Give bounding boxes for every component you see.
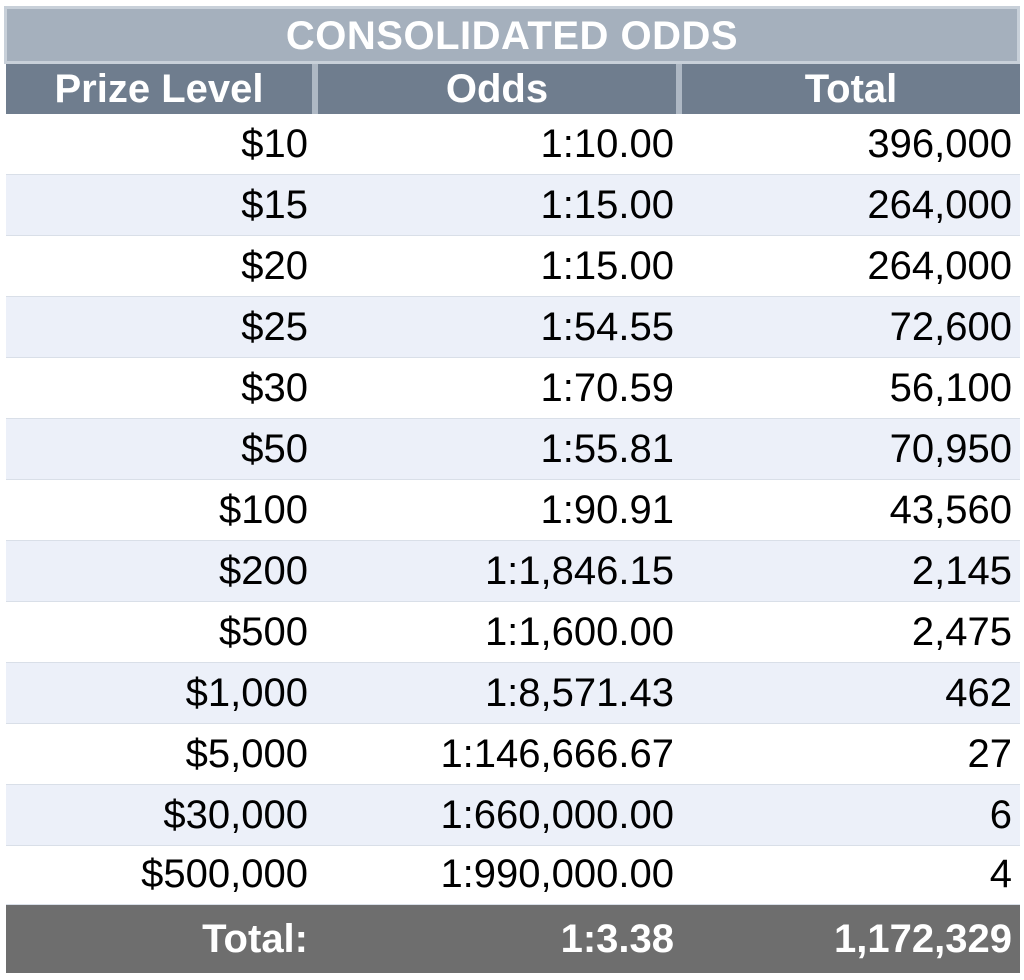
odds-cell: 1:1,846.15 xyxy=(484,549,674,593)
total-cell: 70,950 xyxy=(889,427,1012,471)
table-row: $20 1:15.00 264,000 xyxy=(6,236,1020,297)
total-cell: 43,560 xyxy=(889,488,1012,532)
total-cell: 2,145 xyxy=(911,549,1012,593)
header-divider xyxy=(676,64,682,114)
total-count: 1,172,329 xyxy=(834,917,1012,961)
total-cell: 264,000 xyxy=(867,244,1012,288)
odds-cell: 1:54.55 xyxy=(540,305,674,349)
prize-level-cell: $25 xyxy=(241,305,308,349)
odds-cell: 1:10.00 xyxy=(540,122,674,166)
total-odds: 1:3.38 xyxy=(560,917,674,961)
table-row: $100 1:90.91 43,560 xyxy=(6,480,1020,541)
odds-cell: 1:15.00 xyxy=(540,183,674,227)
table-title: CONSOLIDATED ODDS xyxy=(4,6,1020,64)
table-row: $500,000 1:990,000.00 4 xyxy=(6,844,1020,905)
header-total: Total xyxy=(682,64,1020,114)
table-row: $25 1:54.55 72,600 xyxy=(6,297,1020,358)
table-row: $10 1:10.00 396,000 xyxy=(6,114,1020,175)
total-cell: 4 xyxy=(989,852,1012,896)
prize-level-cell: $200 xyxy=(219,549,308,593)
prize-level-cell: $20 xyxy=(241,244,308,288)
odds-cell: 1:990,000.00 xyxy=(440,852,674,896)
prize-level-cell: $50 xyxy=(241,427,308,471)
prize-level-cell: $500,000 xyxy=(141,852,308,896)
table-row: $5,000 1:146,666.67 27 xyxy=(6,724,1020,785)
prize-level-cell: $100 xyxy=(219,488,308,532)
header-odds: Odds xyxy=(318,64,676,114)
odds-cell: 1:660,000.00 xyxy=(440,793,674,837)
prize-level-cell: $1,000 xyxy=(185,671,308,715)
total-cell: 264,000 xyxy=(867,183,1012,227)
table-row: $1,000 1:8,571.43 462 xyxy=(6,663,1020,724)
prize-level-cell: $5,000 xyxy=(185,732,308,776)
prize-level-cell: $30,000 xyxy=(163,793,308,837)
odds-cell: 1:55.81 xyxy=(540,427,674,471)
table-row: $30,000 1:660,000.00 6 xyxy=(6,785,1020,846)
table-row: $500 1:1,600.00 2,475 xyxy=(6,602,1020,663)
total-cell: 2,475 xyxy=(911,610,1012,654)
prize-level-cell: $15 xyxy=(241,183,308,227)
total-cell: 6 xyxy=(989,793,1012,837)
header-prize-level: Prize Level xyxy=(6,64,312,114)
total-row: Total: 1:3.38 1,172,329 xyxy=(6,905,1020,973)
total-label: Total: xyxy=(202,917,308,961)
odds-cell: 1:8,571.43 xyxy=(484,671,674,715)
odds-cell: 1:1,600.00 xyxy=(484,610,674,654)
total-cell: 396,000 xyxy=(867,122,1012,166)
total-cell: 56,100 xyxy=(889,366,1012,410)
odds-cell: 1:90.91 xyxy=(540,488,674,532)
prize-level-cell: $500 xyxy=(219,610,308,654)
table-row: $30 1:70.59 56,100 xyxy=(6,358,1020,419)
table-row: $15 1:15.00 264,000 xyxy=(6,175,1020,236)
prize-level-cell: $30 xyxy=(241,366,308,410)
header-divider xyxy=(312,64,318,114)
odds-cell: 1:15.00 xyxy=(540,244,674,288)
total-cell: 27 xyxy=(967,732,1013,776)
table-row: $200 1:1,846.15 2,145 xyxy=(6,541,1020,602)
odds-cell: 1:70.59 xyxy=(540,366,674,410)
prize-level-cell: $10 xyxy=(241,122,308,166)
table-row: $50 1:55.81 70,950 xyxy=(6,419,1020,480)
odds-cell: 1:146,666.67 xyxy=(440,732,674,776)
total-cell: 462 xyxy=(945,671,1012,715)
total-cell: 72,600 xyxy=(889,305,1012,349)
